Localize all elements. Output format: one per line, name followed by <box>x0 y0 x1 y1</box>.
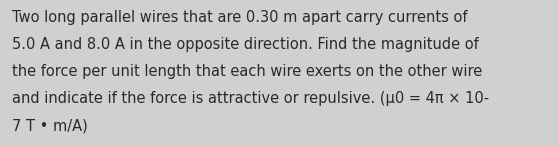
Text: the force per unit length that each wire exerts on the other wire: the force per unit length that each wire… <box>12 64 483 79</box>
Text: 7 T • m/A): 7 T • m/A) <box>12 118 88 133</box>
Text: 5.0 A and 8.0 A in the opposite direction. Find the magnitude of: 5.0 A and 8.0 A in the opposite directio… <box>12 37 479 52</box>
Text: and indicate if the force is attractive or repulsive. (μ0 = 4π × 10-: and indicate if the force is attractive … <box>12 91 489 106</box>
Text: Two long parallel wires that are 0.30 m apart carry currents of: Two long parallel wires that are 0.30 m … <box>12 10 468 25</box>
